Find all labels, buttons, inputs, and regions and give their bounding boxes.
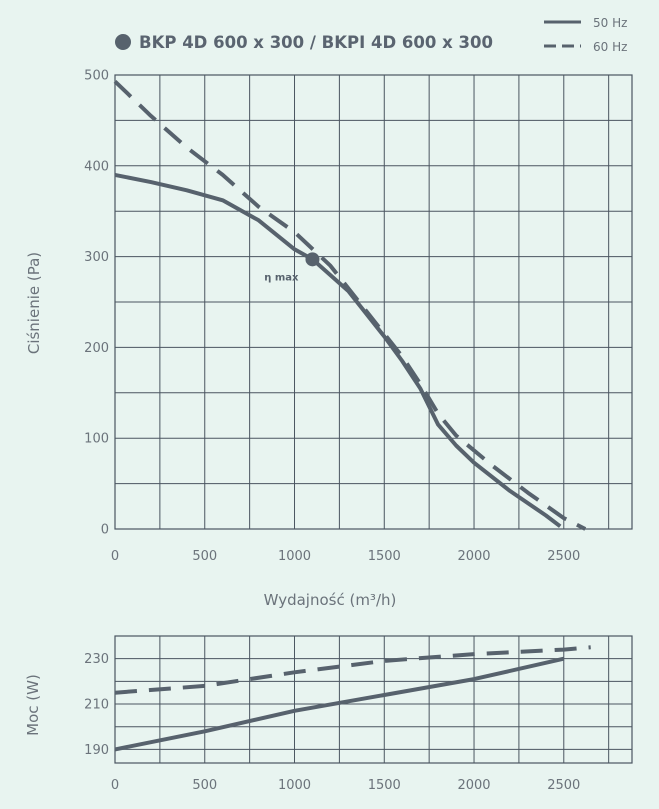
eta-max-point <box>305 252 320 267</box>
y-tick-label: 200 <box>84 341 109 356</box>
pressure-x-axis-label: Wydajność (m³/h) <box>264 591 397 609</box>
plot-frame <box>114 74 633 530</box>
series-50hz-line <box>114 656 565 752</box>
x-tick-label: 1000 <box>278 778 311 793</box>
legend-50hz-label: 50 Hz <box>593 16 627 30</box>
legend-60hz-label: 60 Hz <box>593 40 627 54</box>
series-50hz-line <box>114 172 562 528</box>
y-tick-label: 190 <box>84 743 109 758</box>
x-tick-label: 500 <box>192 778 217 793</box>
model-marker-icon <box>115 34 131 50</box>
power-y-axis-label: Moc (W) <box>24 674 42 736</box>
x-tick-label: 1500 <box>368 778 401 793</box>
y-tick-label: 300 <box>84 250 109 265</box>
eta-max-label: η max <box>264 272 299 283</box>
x-tick-label: 1500 <box>368 549 401 564</box>
x-tick-label: 0 <box>111 549 119 564</box>
y-tick-label: 210 <box>84 698 109 713</box>
x-tick-label: 500 <box>192 549 217 564</box>
series-60hz-line <box>113 79 587 531</box>
y-tick-label: 400 <box>84 159 109 174</box>
power-chart: 0 500 1000 1500 2000 2500 190 210 230 <box>84 635 633 793</box>
pressure-chart: 0 500 1000 1500 2000 2500 0 100 200 300 400 500 η ma… <box>84 69 633 564</box>
pressure-y-axis-label: Ciśnienie (Pa) <box>25 252 43 354</box>
y-tick-label: 0 <box>101 523 109 538</box>
x-tick-label: 2000 <box>457 549 490 564</box>
y-tick-label: 100 <box>84 432 109 447</box>
y-tick-label: 500 <box>84 69 109 84</box>
y-tick-label: 230 <box>84 652 109 667</box>
x-tick-label: 2500 <box>547 549 580 564</box>
series-60hz-line <box>114 645 591 695</box>
x-tick-label: 2000 <box>457 778 490 793</box>
x-tick-label: 0 <box>111 778 119 793</box>
chart-title: BKP 4D 600 x 300 / BKPI 4D 600 x 300 <box>139 33 493 52</box>
x-tick-label: 2500 <box>547 778 580 793</box>
x-tick-label: 1000 <box>278 549 311 564</box>
plot-frame <box>114 635 633 764</box>
chart-header: BKP 4D 600 x 300 / BKPI 4D 600 x 300 50 … <box>115 16 627 54</box>
